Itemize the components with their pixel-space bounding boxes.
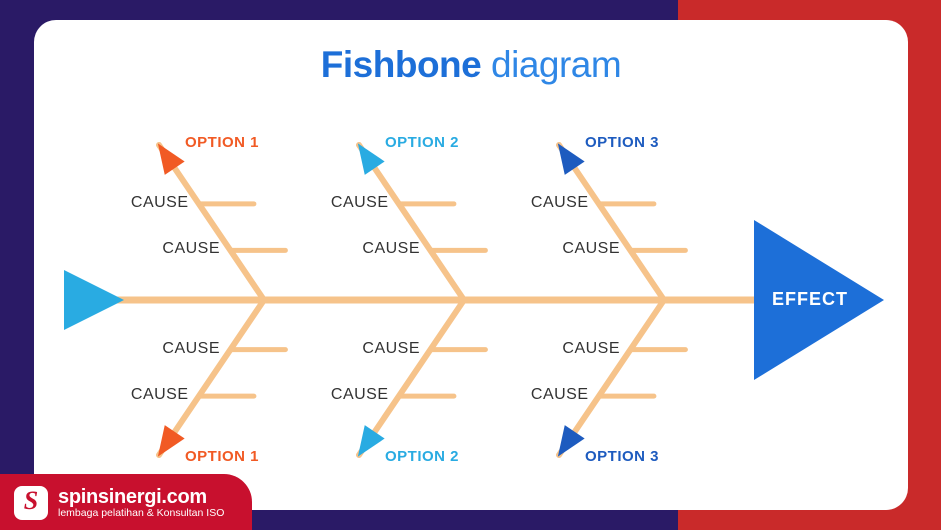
option-label: OPTION 3 — [585, 134, 659, 151]
page-root: Fishbone diagram EFFECT OPTION 1 CAUSE CAUS… — [0, 0, 941, 530]
option-arrow-icon — [358, 425, 385, 457]
title-word-light: diagram — [491, 44, 621, 85]
tail-triangle — [64, 270, 124, 330]
option-arrow-icon — [358, 143, 385, 175]
branch-bone — [159, 300, 264, 455]
cause-label: CAUSE — [162, 340, 220, 358]
fishbone-diagram: EFFECT OPTION 1 CAUSE CAUSE OPTION 1 CAUSE CAU… — [34, 90, 908, 510]
logo-mark-letter: S — [24, 488, 38, 514]
option-arrow-icon — [558, 425, 585, 457]
branch-bone — [359, 300, 464, 455]
cause-label: CAUSE — [162, 240, 220, 258]
cause-label: CAUSE — [331, 194, 389, 212]
option-label: OPTION 3 — [585, 448, 659, 465]
cause-label: CAUSE — [362, 340, 420, 358]
logo-main: spinsinergi.com — [58, 487, 224, 508]
logo-sub: lembaga pelatihan & Konsultan ISO — [58, 508, 224, 519]
option-label: OPTION 1 — [185, 134, 259, 151]
cause-label: CAUSE — [531, 194, 589, 212]
cause-label: CAUSE — [562, 240, 620, 258]
cause-label: CAUSE — [331, 386, 389, 404]
cause-label: CAUSE — [531, 386, 589, 404]
cause-label: CAUSE — [562, 340, 620, 358]
effect-label: EFFECT — [772, 289, 848, 310]
branch-bone — [559, 300, 664, 455]
option-label: OPTION 2 — [385, 448, 459, 465]
logo-mark: S — [14, 486, 48, 520]
branch-bone — [359, 145, 464, 300]
option-arrow-icon — [158, 143, 185, 175]
title-word-bold: Fishbone — [321, 44, 481, 85]
logo-text: spinsinergi.com lembaga pelatihan & Kons… — [58, 487, 224, 519]
option-arrow-icon — [158, 425, 185, 457]
branch-bone — [559, 145, 664, 300]
branch-bone — [159, 145, 264, 300]
cause-label: CAUSE — [131, 386, 189, 404]
diagram-title: Fishbone diagram — [34, 44, 908, 86]
cause-label: CAUSE — [131, 194, 189, 212]
option-arrow-icon — [558, 143, 585, 175]
option-label: OPTION 1 — [185, 448, 259, 465]
diagram-card: Fishbone diagram EFFECT OPTION 1 CAUSE CAUS… — [34, 20, 908, 510]
logo-badge: S spinsinergi.com lembaga pelatihan & Ko… — [0, 474, 252, 530]
option-label: OPTION 2 — [385, 134, 459, 151]
cause-label: CAUSE — [362, 240, 420, 258]
